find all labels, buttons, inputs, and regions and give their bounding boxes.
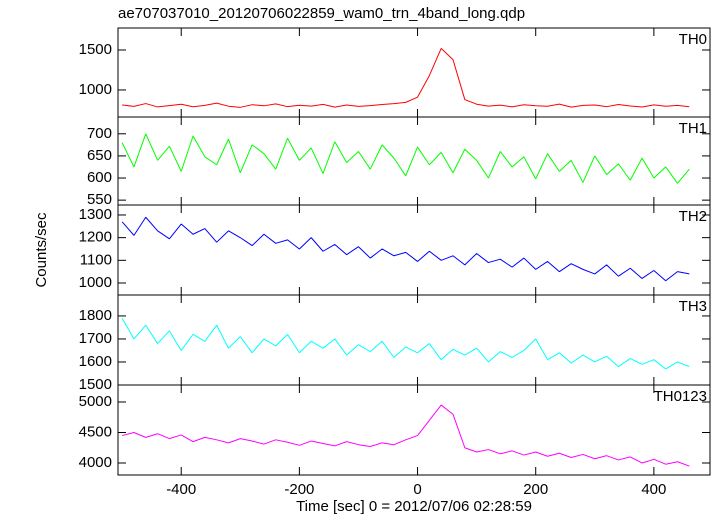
y-tick-label: 1600	[79, 353, 112, 370]
panel-frame	[117, 294, 711, 386]
panel-frame	[117, 384, 711, 476]
x-axis-label: Time [sec] 0 = 2012/07/06 02:28:59	[296, 498, 532, 515]
panel-label: TH2	[679, 208, 707, 225]
y-tick-label: 4500	[79, 423, 112, 440]
y-tick-label: 600	[87, 169, 112, 186]
light-curve	[122, 404, 690, 467]
y-tick-label: 700	[87, 125, 112, 142]
light-curve	[121, 318, 690, 370]
y-tick-label: 1300	[79, 206, 112, 223]
y-axis-label: Counts/sec	[33, 212, 50, 288]
y-tick-label: 1200	[79, 229, 112, 246]
x-tick-label: -400	[166, 481, 196, 498]
y-tick-label: 5000	[79, 393, 112, 410]
y-tick-label: 1500	[79, 41, 112, 58]
light-curve	[121, 133, 690, 184]
panel-label: TH3	[679, 298, 707, 315]
y-tick-label: 550	[87, 191, 112, 208]
panel-label: TH0123	[654, 388, 707, 405]
panel-label: TH0	[679, 31, 707, 48]
y-tick-label: 1700	[79, 330, 112, 347]
y-tick-label: 1500	[79, 376, 112, 393]
panel-label: TH1	[679, 120, 707, 137]
y-tick-label: 1000	[79, 274, 112, 291]
light-curve	[121, 216, 690, 282]
x-tick-label: 400	[641, 481, 666, 498]
y-tick-label: 1100	[80, 251, 112, 268]
panel-frame	[117, 116, 711, 206]
x-tick-label: 0	[413, 481, 421, 498]
y-tick-label: 1000	[79, 81, 112, 98]
light-curve	[122, 48, 690, 108]
chart-title: ae707037010_20120706022859_wam0_trn_4ban…	[118, 5, 525, 22]
y-tick-label: 1800	[79, 307, 112, 324]
x-tick-label: 200	[523, 481, 548, 498]
x-tick-label: -200	[284, 481, 314, 498]
panel-frame	[117, 204, 711, 296]
panel-frame	[117, 27, 711, 118]
y-tick-label: 4000	[79, 454, 112, 471]
y-tick-label: 650	[87, 147, 112, 164]
